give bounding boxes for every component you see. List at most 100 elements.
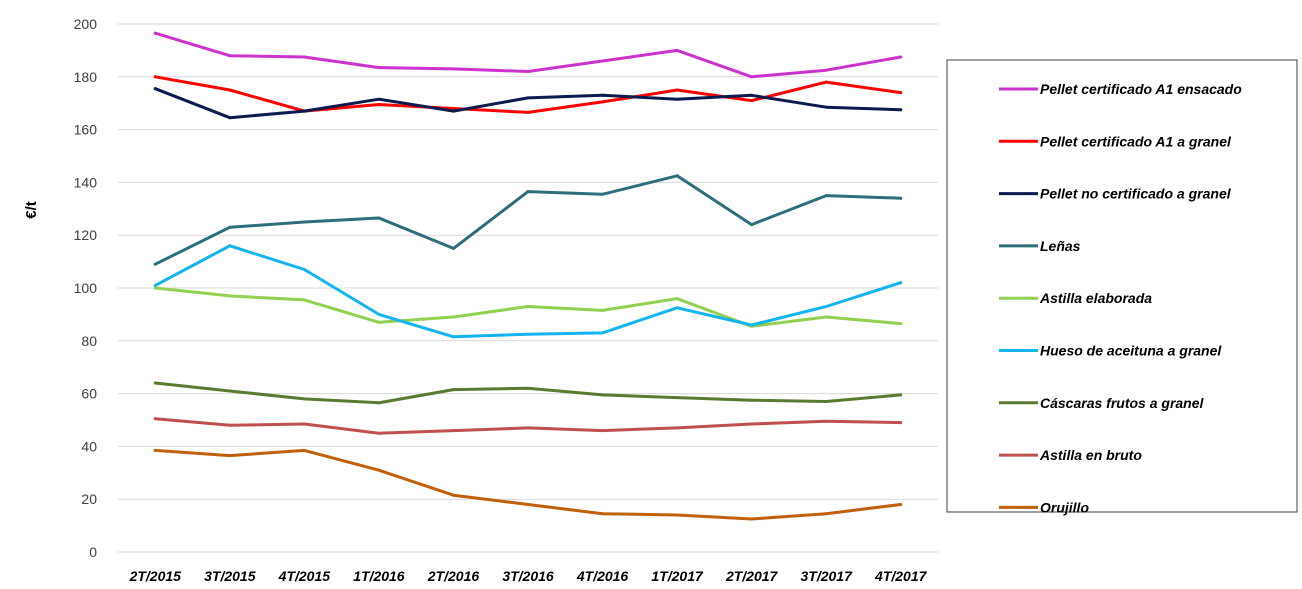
data-point bbox=[899, 108, 903, 112]
data-point bbox=[377, 216, 381, 220]
data-point bbox=[675, 48, 679, 52]
data-point bbox=[302, 397, 306, 401]
data-point bbox=[750, 422, 754, 426]
gridlines bbox=[118, 23, 938, 553]
data-point bbox=[601, 308, 605, 312]
series-line bbox=[153, 75, 903, 114]
data-point bbox=[526, 110, 530, 114]
series-group bbox=[153, 381, 903, 405]
data-point bbox=[451, 388, 455, 392]
data-point bbox=[824, 194, 828, 198]
data-point bbox=[750, 99, 754, 103]
series-line bbox=[153, 174, 903, 266]
legend-label: Astilla en bruto bbox=[1039, 447, 1142, 463]
y-axis-ticks: 0 20 40 60 80 100 120 140 160 180 200 bbox=[74, 16, 98, 560]
data-point bbox=[899, 421, 903, 425]
data-point bbox=[377, 431, 381, 435]
data-point bbox=[153, 448, 157, 452]
data-point bbox=[675, 426, 679, 430]
data-point bbox=[228, 423, 232, 427]
data-point bbox=[228, 389, 232, 393]
x-tick-label: 3T/2016 bbox=[502, 568, 554, 584]
data-point bbox=[302, 109, 306, 113]
data-point bbox=[377, 320, 381, 324]
data-point bbox=[451, 67, 455, 71]
data-point bbox=[526, 426, 530, 430]
data-point bbox=[824, 68, 828, 72]
series-group bbox=[153, 448, 903, 521]
x-tick-label: 1T/2017 bbox=[651, 568, 704, 584]
data-point bbox=[302, 422, 306, 426]
data-point bbox=[228, 244, 232, 248]
data-point bbox=[451, 246, 455, 250]
data-point bbox=[899, 281, 903, 285]
data-point bbox=[526, 70, 530, 74]
y-tick-label: 140 bbox=[74, 174, 98, 190]
x-tick-label: 3T/2015 bbox=[204, 568, 256, 584]
y-tick-label: 20 bbox=[81, 491, 97, 507]
data-point bbox=[899, 91, 903, 95]
data-point bbox=[377, 103, 381, 107]
data-point bbox=[750, 93, 754, 97]
x-tick-label: 2T/2017 bbox=[725, 568, 779, 584]
data-point bbox=[228, 54, 232, 58]
series-group bbox=[153, 417, 903, 435]
data-point bbox=[899, 322, 903, 326]
data-point bbox=[451, 493, 455, 497]
legend-label: Astilla elaborada bbox=[1039, 290, 1152, 306]
data-point bbox=[451, 109, 455, 113]
legend: Pellet certificado A1 ensacado Pellet ce… bbox=[946, 59, 1298, 515]
series-group bbox=[153, 87, 903, 120]
data-point bbox=[153, 75, 157, 79]
data-point bbox=[153, 283, 157, 287]
series-lines bbox=[153, 31, 903, 521]
data-point bbox=[526, 332, 530, 336]
data-point bbox=[526, 304, 530, 308]
legend-box bbox=[946, 59, 1298, 513]
y-tick-label: 40 bbox=[81, 438, 97, 454]
y-tick-label: 120 bbox=[74, 227, 98, 243]
y-tick-label: 160 bbox=[74, 122, 98, 138]
series-line bbox=[153, 381, 903, 405]
data-point bbox=[824, 512, 828, 516]
data-point bbox=[601, 331, 605, 335]
data-point bbox=[899, 196, 903, 200]
data-point bbox=[153, 381, 157, 385]
data-point bbox=[377, 66, 381, 70]
x-tick-label: 4T/2016 bbox=[576, 568, 629, 584]
data-point bbox=[526, 386, 530, 390]
data-point bbox=[899, 55, 903, 59]
series-line bbox=[153, 417, 903, 435]
data-point bbox=[153, 31, 157, 35]
legend-label: Cáscaras frutos a granel bbox=[1040, 395, 1205, 411]
data-point bbox=[675, 396, 679, 400]
data-point bbox=[451, 106, 455, 110]
series-group bbox=[153, 31, 903, 79]
data-point bbox=[302, 220, 306, 224]
y-tick-label: 100 bbox=[74, 280, 98, 296]
data-point bbox=[451, 429, 455, 433]
legend-label: Pellet no certificado a granel bbox=[1040, 186, 1232, 202]
y-axis-label: €/t bbox=[23, 201, 40, 219]
series-line bbox=[153, 448, 903, 521]
data-point bbox=[601, 393, 605, 397]
data-point bbox=[302, 298, 306, 302]
legend-label: Leñas bbox=[1040, 238, 1081, 254]
y-tick-label: 80 bbox=[81, 333, 97, 349]
data-point bbox=[675, 306, 679, 310]
x-tick-label: 2T/2015 bbox=[129, 568, 182, 584]
data-point bbox=[601, 429, 605, 433]
data-point bbox=[153, 417, 157, 421]
data-point bbox=[750, 75, 754, 79]
data-point bbox=[750, 398, 754, 402]
data-point bbox=[824, 80, 828, 84]
data-point bbox=[899, 393, 903, 397]
data-point bbox=[675, 513, 679, 517]
data-point bbox=[750, 223, 754, 227]
y-tick-label: 0 bbox=[89, 544, 97, 560]
y-tick-label: 180 bbox=[74, 69, 98, 85]
data-point bbox=[377, 468, 381, 472]
data-point bbox=[451, 315, 455, 319]
data-point bbox=[824, 419, 828, 423]
